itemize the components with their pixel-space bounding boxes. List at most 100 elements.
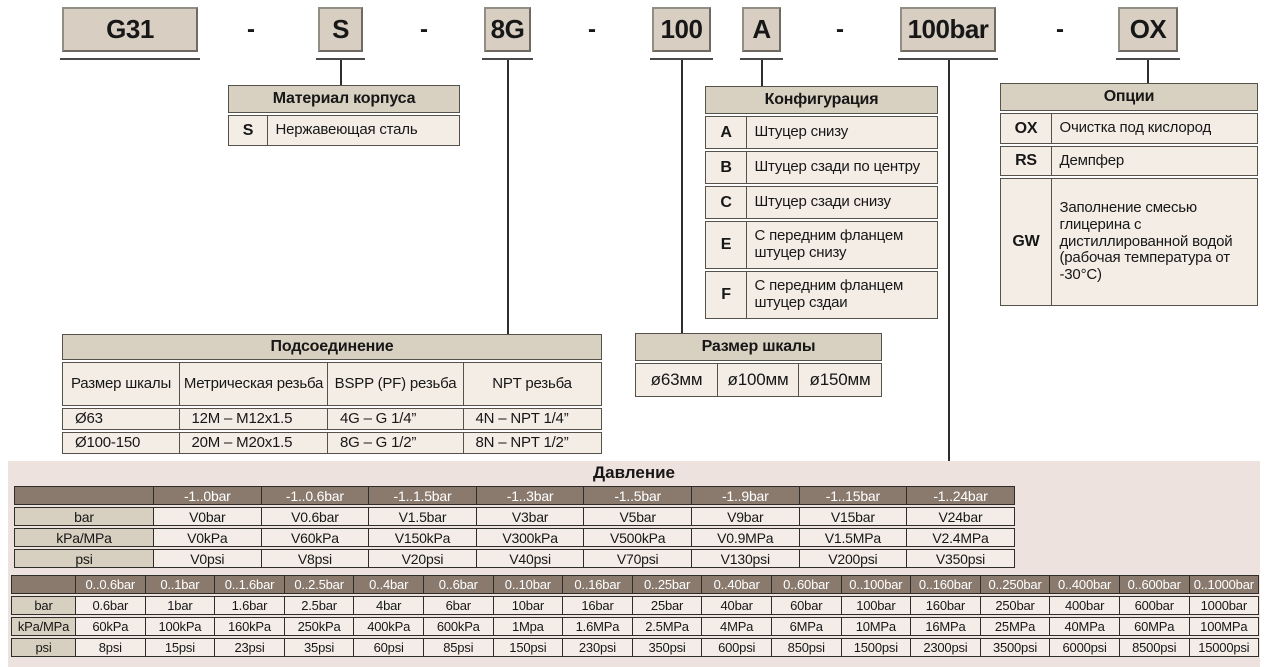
options-row: GW Заполнение смесью глицерина с дистилли… [1000, 178, 1258, 306]
dial-size-row: ø63мм ø100мм ø150мм [635, 363, 882, 397]
configuration-table-rows: A Штуцер снизу B Штуцер сзади по центру C Шту… [705, 116, 938, 319]
configuration-table-title: Конфигурация [705, 86, 938, 114]
pressure-vacuum-table: -1..0bar -1..0.6bar -1..1.5bar -1..3bar -1..… [14, 486, 1015, 568]
gauge-value-cell: 160kPa [214, 617, 285, 636]
connection-column-header-row: Размер шкалы Метрическая резьба BSPP (PF) … [62, 362, 602, 406]
options-desc-cell: Заполнение смесью глицерина с дистиллиро… [1050, 178, 1258, 306]
vacuum-value-cell: V0psi [153, 549, 262, 568]
configuration-desc-cell: Штуцер сзади снизу [745, 186, 938, 219]
gauge-range-cell: 0..1bar [144, 575, 216, 594]
gauge-value-cell: 60kPa [75, 617, 146, 636]
code-box-underline [1116, 58, 1180, 60]
gauge-value-cell: 25bar [631, 596, 703, 615]
gauge-value-cell: 400bar [1049, 596, 1120, 615]
vacuum-unit-label: bar [14, 507, 154, 526]
material-table-rows: S Нержавеющая сталь [228, 115, 460, 146]
vacuum-value-cell: V1.5bar [368, 507, 477, 526]
connection-column-header: Метрическая резьба [178, 362, 329, 406]
gauge-unit-label: psi [11, 638, 76, 657]
dial-size-value-cell: ø150мм [798, 363, 882, 397]
code-box-g31: G31 [62, 7, 198, 52]
gauge-value-cell: 15000psi [1188, 638, 1260, 657]
code-box-underline [740, 58, 783, 60]
vacuum-range-cell: -1..5bar [583, 486, 692, 505]
connection-cell: Ø63 [62, 408, 180, 430]
configuration-row: C Штуцер сзади снизу [705, 186, 938, 219]
gauge-range-cell: 0..6bar [422, 575, 494, 594]
code-separator: - [1056, 15, 1064, 43]
configuration-desc-cell: С передним фланцем штуцер снизу [745, 221, 938, 269]
gauge-value-cell: 2.5MPa [631, 617, 703, 636]
code-box-s: S [318, 7, 363, 52]
gauge-value-cell: 250kPa [283, 617, 355, 636]
gauge-value-cell: 60MPa [1118, 617, 1190, 636]
connection-table: Подсоединение Размер шкалы Метрическая ре… [62, 334, 602, 454]
code-separator: - [588, 15, 596, 43]
material-row: S Нержавеющая сталь [228, 115, 460, 146]
vacuum-value-cell: V200psi [798, 549, 908, 568]
gauge-value-cell: 25MPa [979, 617, 1051, 636]
gauge-value-cell: 4bar [353, 596, 424, 615]
gauge-value-cell: 60psi [353, 638, 424, 657]
gauge-value-cell: 8500psi [1118, 638, 1190, 657]
gauge-value-cell: 230psi [562, 638, 633, 657]
gauge-value-cell: 85psi [422, 638, 494, 657]
options-code-cell: OX [1000, 113, 1052, 144]
code-separator: - [247, 15, 255, 43]
gauge-range-cell: 0..160bar [910, 575, 981, 594]
gauge-value-cell: 850psi [770, 638, 842, 657]
gauge-unit-row: psi 8psi 15psi 23psi 35psi 60psi 85psi 150psi 23… [11, 638, 1260, 657]
configuration-code-cell: C [705, 186, 747, 219]
gauge-range-cell: 0..250bar [979, 575, 1051, 594]
connection-row: Ø100-150 20M – M20x1.5 8G – G 1/2” 8N – NPT… [62, 432, 602, 454]
configuration-table: Конфигурация A Штуцер снизу B Штуцер сзади … [705, 86, 938, 319]
gauge-value-cell: 350psi [631, 638, 703, 657]
configuration-row: A Штуцер снизу [705, 116, 938, 149]
vacuum-value-cell: V60kPa [260, 528, 370, 547]
vacuum-value-cell: V5bar [583, 507, 692, 526]
gauge-value-cell: 4MPa [701, 617, 772, 636]
connector-line [340, 60, 342, 85]
connection-cell: 8G – G 1/2” [327, 432, 464, 454]
vacuum-value-cell: V8psi [260, 549, 370, 568]
connection-column-header: Размер шкалы [62, 362, 180, 406]
gauge-value-cell: 600psi [701, 638, 772, 657]
pressure-panel: Давление -1..0bar -1..0.6bar -1..1.5bar -1.… [8, 461, 1260, 667]
code-box-100: 100 [652, 7, 711, 52]
vacuum-range-cell: -1..24bar [906, 486, 1015, 505]
options-row: OX Очистка под кислород [1000, 113, 1258, 144]
gauge-range-cell: 0..0.6bar [75, 575, 146, 594]
vacuum-value-cell: V20psi [368, 549, 477, 568]
material-desc-cell: Нержавеющая сталь [266, 115, 460, 146]
vacuum-range-cell: -1..3bar [475, 486, 585, 505]
options-desc-cell: Демпфер [1050, 146, 1258, 176]
connector-line [1147, 60, 1149, 83]
dial-size-table: Размер шкалы ø63мм ø100мм ø150мм [635, 333, 882, 397]
gauge-value-cell: 0.6bar [75, 596, 146, 615]
gauge-unit-label: bar [11, 596, 76, 615]
gauge-value-cell: 35psi [283, 638, 355, 657]
gauge-range-cell: 0..100bar [840, 575, 912, 594]
options-table: Опции OX Очистка под кислород RS Демпфер GW З… [1000, 83, 1258, 306]
gauge-value-cell: 3500psi [979, 638, 1051, 657]
gauge-value-cell: 60bar [770, 596, 842, 615]
gauge-value-cell: 1000bar [1188, 596, 1260, 615]
gauge-corner-cell [11, 575, 76, 594]
gauge-value-cell: 100bar [840, 596, 912, 615]
connector-line [761, 60, 763, 88]
gauge-value-cell: 6MPa [770, 617, 842, 636]
gauge-range-cell: 0..1000bar [1188, 575, 1260, 594]
vacuum-value-cell: V0bar [153, 507, 262, 526]
connection-column-header: BSPP (PF) резьба [327, 362, 464, 406]
connector-line [681, 60, 683, 333]
configuration-code-cell: F [705, 271, 747, 319]
connection-cell: 4N – NPT 1/4” [462, 408, 602, 430]
configuration-code-cell: A [705, 116, 747, 149]
vacuum-unit-label: psi [14, 549, 154, 568]
vacuum-value-cell: V300kPa [475, 528, 585, 547]
vacuum-value-cell: V0.6bar [260, 507, 370, 526]
gauge-value-cell: 10MPa [840, 617, 912, 636]
vacuum-unit-row: kPa/MPa V0kPa V60kPa V150kPa V300kPa V500kPa V… [14, 528, 1015, 547]
material-code-cell: S [228, 115, 268, 146]
gauge-value-cell: 10bar [492, 596, 564, 615]
